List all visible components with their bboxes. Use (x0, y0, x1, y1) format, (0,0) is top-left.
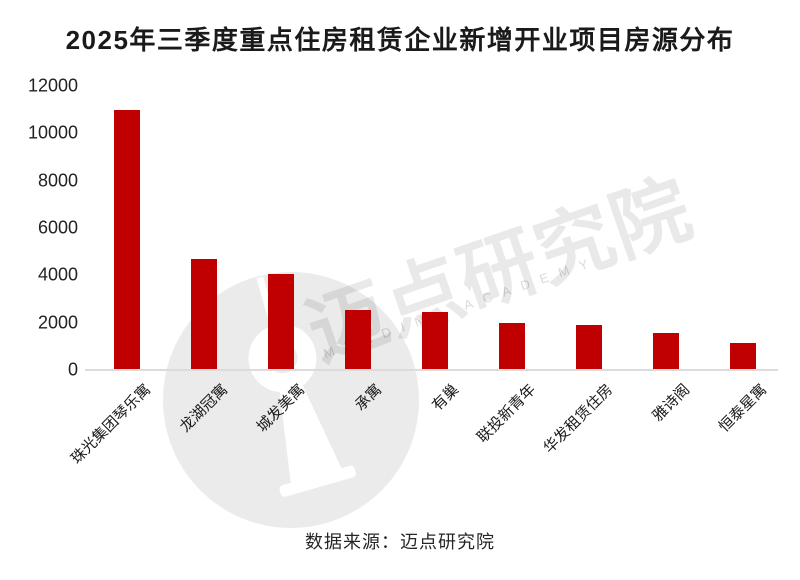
bar (190, 259, 217, 370)
bar (498, 323, 525, 370)
source-note: 数据来源：迈点研究院 (305, 532, 495, 552)
category-label: 华发租赁住房 (540, 381, 617, 457)
bar (729, 343, 756, 370)
y-tick-label: 12000 (27, 75, 78, 96)
category-label: 珠光集团琴乐寓 (68, 381, 155, 468)
y-tick-label: 4000 (37, 264, 78, 285)
category-label: 雅诗阁 (649, 381, 694, 425)
y-tick-label: 10000 (27, 122, 78, 143)
category-label: 恒泰星寓 (716, 381, 771, 436)
y-tick-label: 8000 (37, 170, 78, 191)
y-tick-label: 2000 (37, 312, 78, 333)
y-tick-label: 0 (67, 359, 78, 380)
bar (575, 325, 602, 370)
bar (344, 310, 371, 370)
chart-title: 2025年三季度重点住房租赁企业新增开业项目房源分布 (65, 25, 735, 55)
bar (421, 312, 448, 370)
bar (113, 110, 140, 370)
y-tick-label: 6000 (37, 217, 78, 238)
x-axis-baseline (85, 369, 778, 371)
bar (267, 274, 294, 370)
bar (652, 333, 679, 370)
category-label: 有巢 (429, 381, 463, 415)
category-label: 联投新青年 (474, 381, 540, 447)
